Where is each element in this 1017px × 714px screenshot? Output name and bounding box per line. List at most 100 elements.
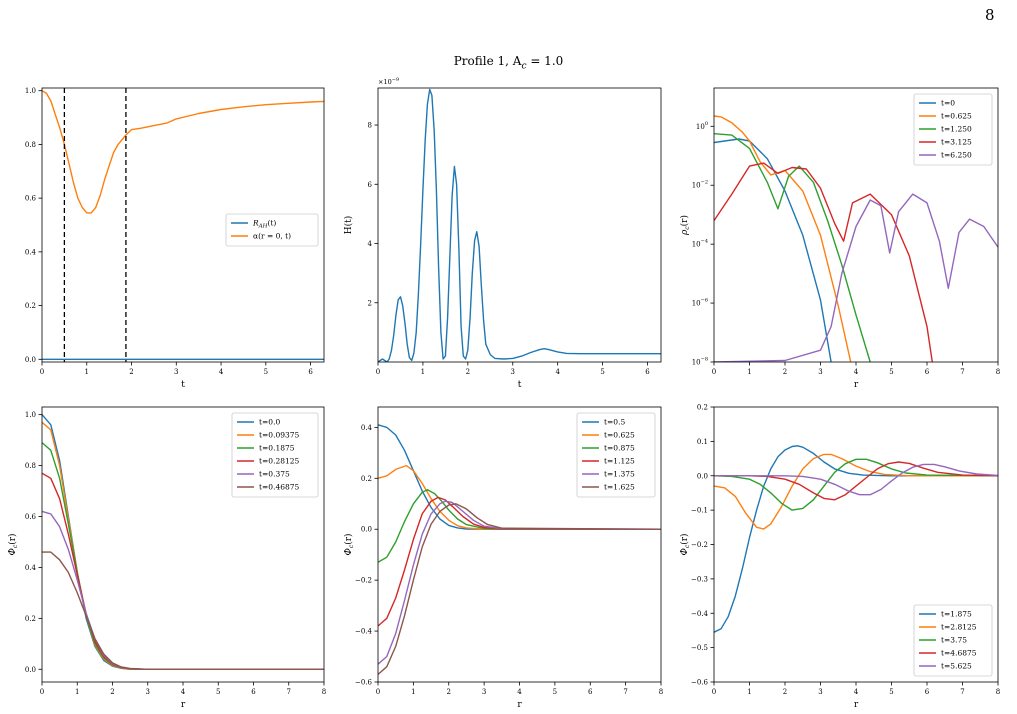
x-tick-label: 8	[996, 368, 1000, 376]
x-tick-label: 2	[783, 368, 787, 376]
chart-p2: 0 1 2 3 4 5 6 2 4 6 8 t H(t) ×10−9	[343, 77, 662, 390]
series-line-3	[714, 162, 933, 362]
legend: t=1.875 t=2.8125 t=3.75 t=4.6875 t=5.625	[913, 604, 993, 677]
series-line-4	[42, 510, 324, 670]
x-tick-label: 7	[960, 688, 964, 696]
legend: t=0.0 t=0.09375 t=0.1875 t=0.28125 t=0.375 t=…	[231, 412, 319, 498]
y-axis-label: H(t)	[343, 216, 354, 235]
x-tick-label: 1	[747, 688, 751, 696]
y-tick-label: 0.2	[697, 404, 708, 412]
x-tick-label: 8	[996, 688, 1000, 696]
y-tick-label: −0.2	[691, 541, 708, 549]
x-tick-label: 3	[174, 368, 178, 376]
figure-title-sub: c	[521, 61, 527, 72]
axes-frame	[377, 87, 662, 363]
legend-label: t=1.125	[604, 457, 635, 466]
chart-p4: 0 1 2 3 4 5 6 7 80.00.20.40.60.81.0rΦc(r)t=0.0t=…	[7, 406, 326, 710]
series-line-0	[714, 138, 832, 362]
series-group	[378, 88, 661, 362]
series-line-2	[378, 489, 661, 563]
y-tick-label: 10−6	[692, 298, 708, 308]
series-line-1	[42, 90, 324, 214]
x-tick-label: 6	[925, 688, 930, 696]
y-tick-label: 2	[368, 299, 372, 307]
x-tick-label: 4	[181, 688, 186, 696]
y-tick-label: 0.1	[697, 438, 708, 446]
series-line-0	[378, 88, 661, 362]
legend-label: t=0.875	[604, 444, 635, 453]
y-tick-label: −0.4	[691, 610, 709, 618]
y-tick-label: 6	[368, 181, 373, 189]
x-tick-label: 2	[129, 368, 133, 376]
legend-label: t=1.625	[604, 483, 635, 492]
legend-label: t=0.1875	[259, 444, 295, 453]
legend-label: t=1.250	[941, 125, 972, 134]
legend-label: t=3.125	[941, 138, 972, 147]
x-tick-label: 1	[75, 688, 79, 696]
x-tick-label: 7	[623, 688, 627, 696]
legend-label: t=0.625	[941, 112, 972, 121]
series-line-4	[714, 193, 998, 362]
x-tick-label: 2	[110, 688, 114, 696]
y-tick-label: −0.5	[691, 644, 708, 652]
series-line-3	[378, 496, 661, 627]
x-tick-label: 4	[555, 368, 560, 376]
series-line-3	[42, 472, 324, 670]
x-tick-label: 2	[447, 688, 451, 696]
series-group	[378, 424, 661, 675]
y-tick-label: 0.2	[25, 615, 36, 623]
y-axis-label: Φc(r)	[679, 533, 691, 555]
legend-box	[225, 213, 319, 247]
legend-box	[231, 412, 319, 498]
chart-p1: 0 1 2 3 4 5 6 0.0 0.2 0.4 0.6 0.8 1.0 t RAH(t) α(r = 0,…	[25, 87, 325, 390]
legend-label: t=1.875	[941, 610, 972, 619]
series-line-5	[378, 503, 661, 675]
legend-label: RAH(t)	[252, 219, 276, 230]
y-tick-label: 10−8	[692, 357, 708, 367]
y-tick-label: 0.0	[361, 526, 372, 534]
x-tick-label: 1	[85, 368, 89, 376]
x-axis-label: r	[854, 380, 859, 390]
chart-p6: 0 1 2 3 4 5 6 7 8 −0.6 −0.5 −0.4 −0.3 −0.2 −0.1 0.0 0.1 0…	[679, 404, 1000, 711]
x-tick-label: 6	[251, 688, 256, 696]
legend-label: t=5.625	[941, 662, 972, 671]
y-tick-label: −0.6	[691, 679, 709, 687]
x-tick-label: 4	[517, 688, 522, 696]
y-tick-label: 0.0	[25, 356, 36, 364]
y-tick-label: 0.0	[25, 666, 36, 674]
x-tick-label: 7	[960, 368, 964, 376]
x-tick-label: 6	[925, 368, 930, 376]
x-axis-label: r	[181, 700, 186, 710]
legend-label: t=0.09375	[259, 431, 300, 440]
series-line-1	[714, 115, 852, 362]
x-tick-label: 5	[889, 368, 893, 376]
legend-box	[913, 604, 993, 677]
y-tick-label: 10−2	[692, 180, 708, 190]
x-tick-label: 1	[411, 688, 415, 696]
x-tick-label: 0	[712, 368, 716, 376]
chart-p3: 0 1 2 3 4 5 6 7 810−810−610−410−2100rρc(r)t=0t=0…	[679, 87, 1000, 390]
x-tick-label: 5	[216, 688, 220, 696]
series-group	[714, 115, 998, 362]
x-tick-label: 6	[588, 688, 593, 696]
y-tick-label: 0.4	[25, 564, 37, 572]
x-tick-label: 0	[376, 368, 380, 376]
series-line-5	[42, 551, 324, 670]
y-tick-label: −0.2	[355, 577, 372, 585]
y-tick-label: 4	[368, 240, 373, 248]
y-tick-label: 1.0	[25, 87, 36, 95]
series-line-4	[714, 463, 998, 496]
x-tick-label: 4	[854, 688, 859, 696]
figure-title: Profile 1, Ac = 1.0	[0, 54, 1017, 71]
x-tick-label: 5	[553, 688, 557, 696]
x-tick-label: 2	[466, 368, 470, 376]
legend-box	[913, 93, 993, 166]
axes-frame	[41, 87, 325, 363]
legend-label: t=3.75	[941, 636, 967, 645]
legend-label: t=2.8125	[941, 623, 977, 632]
series-line-3	[714, 461, 998, 501]
y-tick-label: 0.8	[25, 141, 36, 149]
y-tick-label: −0.6	[355, 679, 373, 687]
legend-label: α(r = 0, t)	[253, 232, 291, 241]
